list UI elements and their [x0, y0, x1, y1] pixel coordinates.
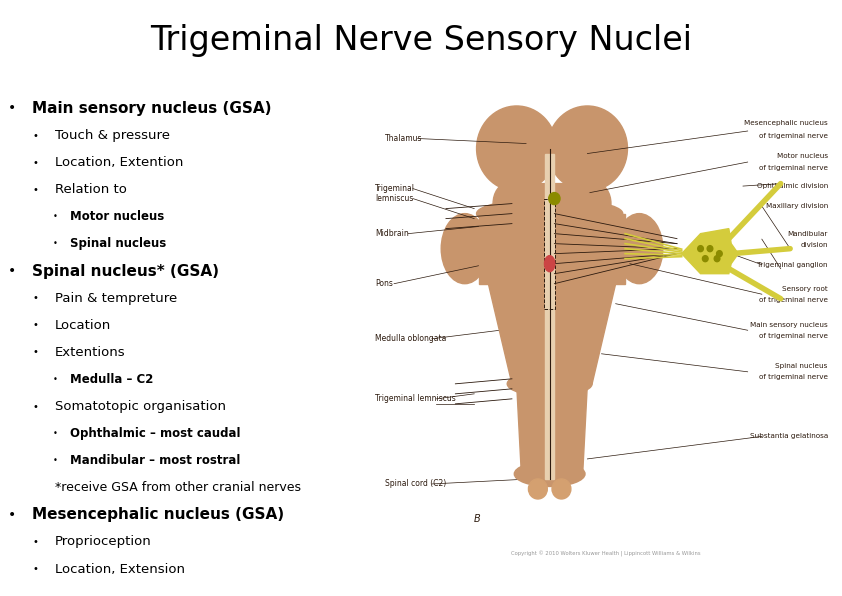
Ellipse shape: [547, 106, 627, 191]
Text: Pons: Pons: [376, 279, 393, 288]
Circle shape: [549, 193, 560, 204]
Text: Trigeminal ganglion: Trigeminal ganglion: [757, 262, 828, 268]
Text: Spinal nucleus* (GSA): Spinal nucleus* (GSA): [32, 263, 219, 278]
Text: division: division: [801, 241, 828, 248]
Text: •: •: [33, 537, 39, 547]
Text: •: •: [52, 240, 57, 249]
Text: Location: Location: [55, 319, 111, 332]
Text: Trigeminal lemniscus: Trigeminal lemniscus: [376, 395, 456, 403]
Text: Spinal nucleus: Spinal nucleus: [71, 237, 167, 250]
Polygon shape: [479, 213, 625, 284]
Circle shape: [714, 256, 720, 262]
Text: of trigeminal nerve: of trigeminal nerve: [759, 333, 828, 339]
Ellipse shape: [477, 106, 557, 191]
Text: Spinal nucleus: Spinal nucleus: [775, 364, 828, 370]
Text: •: •: [8, 508, 16, 522]
Text: Location, Extension: Location, Extension: [55, 563, 185, 576]
Text: Motor nucleus: Motor nucleus: [776, 153, 828, 159]
Circle shape: [702, 256, 708, 262]
Text: •: •: [33, 347, 39, 358]
Text: Midbrain: Midbrain: [376, 229, 409, 238]
Text: Spinal cord (C2): Spinal cord (C2): [385, 479, 446, 489]
Polygon shape: [512, 184, 592, 213]
Text: Sensory root: Sensory root: [782, 285, 828, 291]
Text: Medulla oblongata: Medulla oblongata: [376, 334, 446, 343]
Text: Location, Extention: Location, Extention: [55, 156, 184, 169]
Text: Medulla – C2: Medulla – C2: [71, 373, 154, 386]
Ellipse shape: [507, 371, 592, 396]
Text: •: •: [33, 131, 39, 141]
Ellipse shape: [529, 479, 547, 499]
Text: •: •: [52, 212, 57, 221]
Polygon shape: [517, 384, 588, 474]
Text: •: •: [52, 429, 57, 438]
Ellipse shape: [552, 479, 571, 499]
Ellipse shape: [545, 256, 555, 272]
Text: Thalamus: Thalamus: [385, 134, 422, 143]
Text: Mandibular – most rostral: Mandibular – most rostral: [71, 454, 241, 467]
Ellipse shape: [477, 198, 623, 229]
Text: of trigeminal nerve: of trigeminal nerve: [759, 164, 828, 170]
Ellipse shape: [493, 184, 521, 224]
Text: •: •: [8, 264, 16, 278]
Text: •: •: [33, 158, 39, 167]
Text: B: B: [474, 514, 481, 524]
Text: Ophthalmic division: Ophthalmic division: [757, 183, 828, 189]
Text: •: •: [52, 456, 57, 465]
Ellipse shape: [616, 213, 663, 284]
Text: Substantia gelatinosa: Substantia gelatinosa: [749, 433, 828, 439]
Text: Mandibular: Mandibular: [787, 231, 828, 237]
Text: Extentions: Extentions: [55, 346, 125, 359]
Text: of trigeminal nerve: of trigeminal nerve: [759, 297, 828, 303]
Text: of trigeminal nerve: of trigeminal nerve: [759, 133, 828, 139]
Text: •: •: [52, 375, 57, 384]
Text: Copyright © 2010 Wolters Kluwer Health | Lippincott Williams & Wilkins: Copyright © 2010 Wolters Kluwer Health |…: [511, 551, 701, 557]
Circle shape: [717, 251, 722, 257]
Circle shape: [707, 246, 713, 252]
Text: Relation to: Relation to: [55, 183, 127, 196]
Text: •: •: [33, 402, 39, 411]
Text: Mesencephalic nucleus: Mesencephalic nucleus: [744, 120, 828, 126]
Text: Main sensory nucleus: Main sensory nucleus: [750, 322, 828, 328]
Text: Touch & pressure: Touch & pressure: [55, 129, 170, 142]
Polygon shape: [682, 229, 738, 274]
Ellipse shape: [583, 184, 611, 224]
Text: •: •: [33, 320, 39, 330]
Text: Somatotopic organisation: Somatotopic organisation: [55, 400, 226, 413]
Text: Proprioception: Proprioception: [55, 535, 152, 548]
Text: •: •: [33, 564, 39, 574]
Text: *receive GSA from other cranial nerves: *receive GSA from other cranial nerves: [55, 482, 301, 494]
Text: Trigeminal Nerve Sensory Nuclei: Trigeminal Nerve Sensory Nuclei: [150, 24, 692, 57]
Text: •: •: [33, 293, 39, 303]
Ellipse shape: [689, 236, 731, 271]
Polygon shape: [488, 284, 616, 384]
FancyBboxPatch shape: [545, 154, 554, 479]
Circle shape: [698, 246, 703, 252]
Text: Trigeminal
lemniscus: Trigeminal lemniscus: [376, 184, 415, 203]
Text: Ophthalmic – most caudal: Ophthalmic – most caudal: [71, 427, 241, 440]
Text: Mesencephalic nucleus (GSA): Mesencephalic nucleus (GSA): [32, 507, 284, 522]
Text: •: •: [33, 185, 39, 195]
Text: Maxillary division: Maxillary division: [765, 203, 828, 209]
Text: Pain & tempreture: Pain & tempreture: [55, 291, 177, 305]
Text: Motor nucleus: Motor nucleus: [71, 210, 165, 224]
Ellipse shape: [514, 461, 585, 486]
Ellipse shape: [441, 213, 488, 284]
Text: Main sensory nucleus (GSA): Main sensory nucleus (GSA): [32, 101, 271, 116]
Text: •: •: [8, 101, 16, 116]
Text: of trigeminal nerve: of trigeminal nerve: [759, 374, 828, 380]
